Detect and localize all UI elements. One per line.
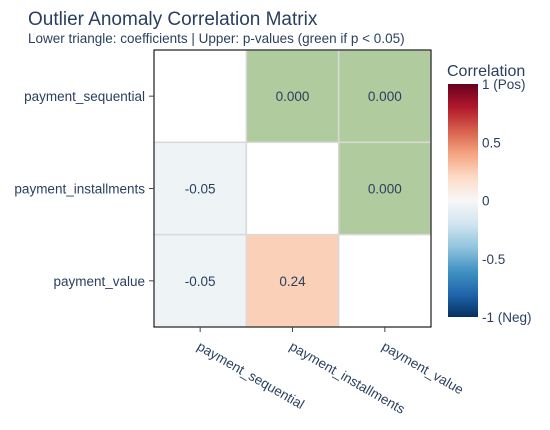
colorbar-tick-label-2: 0	[482, 194, 490, 209]
colorbar-tick-label-4: -1 (Neg)	[482, 310, 532, 325]
heatmap-cell-1-1	[245, 141, 340, 236]
heatmap-cell-1-0	[153, 141, 248, 236]
heatmap-cell-0-0	[153, 49, 248, 144]
y-tick-label-2: payment_value	[53, 274, 145, 289]
cell-label-1-2: 0.000	[368, 182, 402, 197]
x-tick-label-2: payment_value	[379, 339, 466, 398]
y-tick-label-0: payment_sequential	[24, 89, 145, 104]
colorbar-tick-label-0: 1 (Pos)	[482, 77, 526, 92]
x-axis-ticks: payment_sequentialpayment_installmentspa…	[195, 327, 466, 417]
chart-subtitle: Lower triangle: coefficients | Upper: p-…	[28, 31, 405, 46]
colorbar-ticks: 1 (Pos) 0.5 0 -0.5 -1 (Neg)	[482, 77, 532, 325]
y-axis-ticks: payment_sequential payment_installmentspa…	[14, 89, 154, 289]
cell-label-2-1: 0.24	[279, 274, 306, 289]
cell-label-0-2: 0.000	[368, 89, 402, 104]
cell-label-2-0: -0.05	[185, 274, 216, 289]
chart-title: Outlier Anomaly Correlation Matrix	[28, 9, 318, 30]
colorbar-tick-label-3: -0.5	[482, 252, 505, 267]
colorbar-title: Correlation	[447, 63, 525, 80]
heatmap-cells: 0.000 0.000 -0.05 0.000 -0.05 0.24	[153, 49, 432, 328]
colorbar-gradient	[448, 84, 478, 317]
heatmap-cell-0-2	[337, 49, 432, 144]
heatmap-cell-2-1	[245, 233, 340, 328]
heatmap-cell-0-1	[245, 49, 340, 144]
cell-label-0-1: 0.000	[276, 89, 310, 104]
heatmap-cell-2-2	[337, 233, 432, 328]
y-tick-label-1: payment_installments	[14, 182, 145, 197]
cell-label-1-0: -0.05	[185, 182, 216, 197]
colorbar-tick-label-1: 0.5	[482, 135, 501, 150]
